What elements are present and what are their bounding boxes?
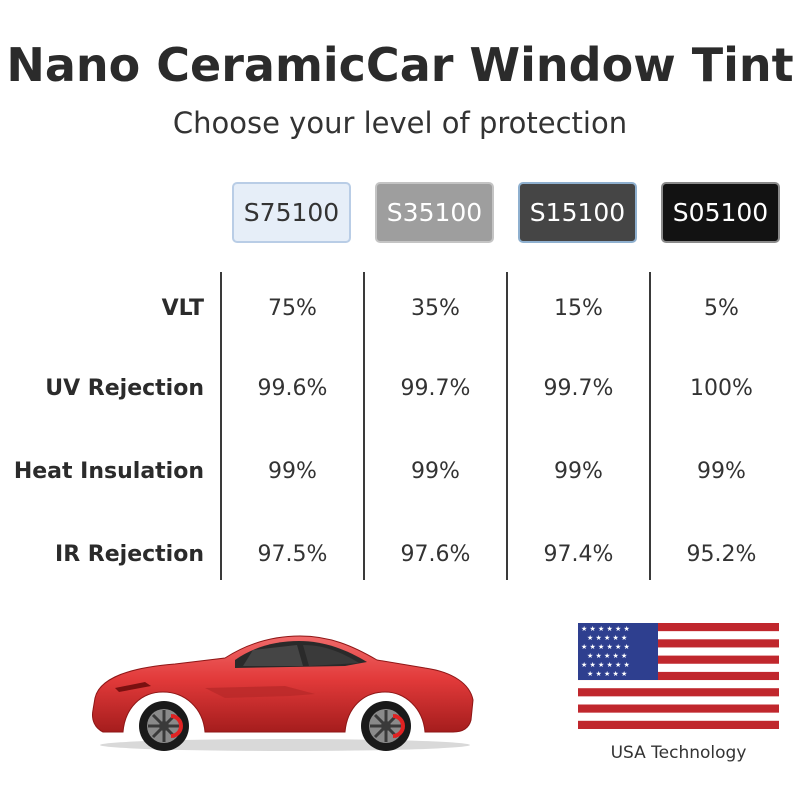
usa-flag-image: ★ ★ ★ ★ ★ ★ ★ ★ ★ ★ ★ ★ ★ ★ ★ ★ ★ ★ ★ ★ … xyxy=(578,623,779,729)
svg-text:★ ★ ★ ★ ★: ★ ★ ★ ★ ★ xyxy=(587,670,627,678)
table-cell: 5% xyxy=(704,296,739,321)
table-cell: 35% xyxy=(411,296,460,321)
product-chip-s15100[interactable]: S15100 xyxy=(518,182,637,243)
table-cell: 97.6% xyxy=(400,542,471,567)
svg-text:★ ★ ★ ★ ★ ★: ★ ★ ★ ★ ★ ★ xyxy=(581,625,630,633)
table-cell: 99.7% xyxy=(400,376,471,401)
column-divider xyxy=(649,272,651,580)
page-subtitle: Choose your level of protection xyxy=(172,106,628,140)
flag-caption: USA Technology xyxy=(610,743,747,763)
table-cell: 99.6% xyxy=(257,376,328,401)
car-image xyxy=(92,635,474,751)
column-divider xyxy=(363,272,365,580)
table-cell: 95.2% xyxy=(686,542,757,567)
column-divider xyxy=(506,272,508,580)
table-cell: 99% xyxy=(411,459,460,484)
table-cell: 97.5% xyxy=(257,542,328,567)
table-cell: 15% xyxy=(554,296,603,321)
row-label-uv-rejection: UV Rejection xyxy=(45,376,204,401)
svg-text:★ ★ ★ ★ ★: ★ ★ ★ ★ ★ xyxy=(587,652,627,660)
product-chip-s35100[interactable]: S35100 xyxy=(375,182,494,243)
svg-text:★ ★ ★ ★ ★: ★ ★ ★ ★ ★ xyxy=(587,634,627,642)
row-label-ir-rejection: IR Rejection xyxy=(55,542,204,567)
table-cell: 99% xyxy=(697,459,746,484)
row-label-vlt: VLT xyxy=(161,296,204,321)
product-chip-s75100[interactable]: S75100 xyxy=(232,182,351,243)
column-divider xyxy=(220,272,222,580)
page-title: Nano CeramicCar Window Tint xyxy=(6,38,794,92)
table-cell: 97.4% xyxy=(543,542,614,567)
table-cell: 99% xyxy=(554,459,603,484)
svg-text:★ ★ ★ ★ ★ ★: ★ ★ ★ ★ ★ ★ xyxy=(581,661,630,669)
svg-text:★ ★ ★ ★ ★ ★: ★ ★ ★ ★ ★ ★ xyxy=(581,643,630,651)
table-cell: 100% xyxy=(690,376,753,401)
product-chip-s05100[interactable]: S05100 xyxy=(661,182,780,243)
table-cell: 99% xyxy=(268,459,317,484)
table-cell: 99.7% xyxy=(543,376,614,401)
row-label-heat-insulation: Heat Insulation xyxy=(13,459,204,484)
table-cell: 75% xyxy=(268,296,317,321)
